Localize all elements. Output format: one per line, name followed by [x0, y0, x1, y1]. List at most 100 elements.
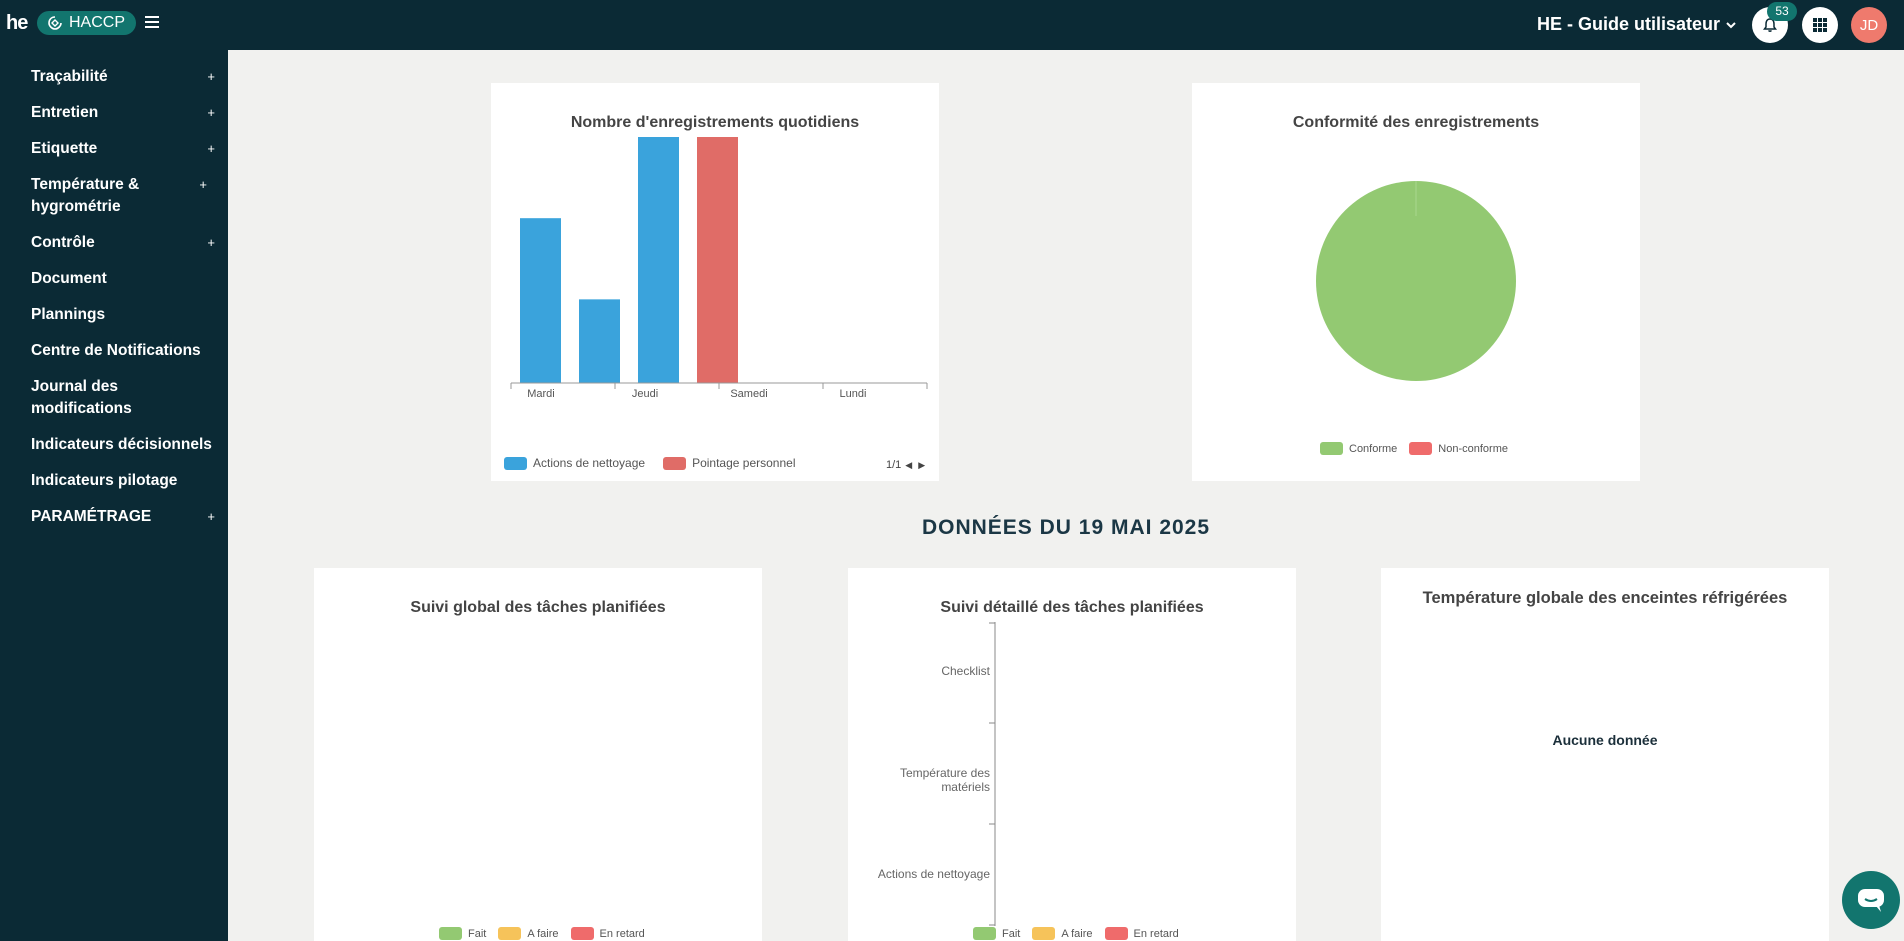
legend-swatch: [663, 456, 687, 470]
bar-2[interactable]: [638, 137, 679, 383]
legend-swatch: [439, 927, 462, 940]
card-title: Suivi détaillé des tâches planifiées: [940, 599, 1204, 616]
pager-prev-icon[interactable]: ◀: [905, 459, 913, 470]
global-tasks-legend: Fait A faire En retard: [439, 927, 657, 940]
chat-icon: [1858, 889, 1884, 912]
sidebar-item-indicateurs-pilotage[interactable]: Indicateurs pilotage: [31, 470, 226, 492]
card-title: Nombre d'enregistrements quotidiens: [570, 114, 860, 131]
expand-icon[interactable]: +: [207, 105, 215, 120]
bar-0[interactable]: [520, 218, 561, 383]
app-logo[interactable]: he: [6, 12, 28, 34]
category-label: Checklist: [941, 664, 990, 678]
sidebar-item-controle[interactable]: Contrôle +: [31, 232, 215, 254]
legend-label[interactable]: Non-conforme: [1438, 442, 1508, 455]
sidebar-item-label: Entretien: [31, 104, 99, 121]
expand-icon[interactable]: +: [207, 235, 215, 250]
sidebar-item-journal[interactable]: Journal des modifications: [31, 376, 181, 420]
daily-records-card: Nombre d'enregistrements quotidiens Mard…: [491, 83, 939, 481]
legend-swatch: [1409, 442, 1433, 455]
legend-swatch: [1320, 442, 1343, 455]
menu-toggle-icon[interactable]: [145, 16, 159, 28]
sidebar-item-label: Indicateurs pilotage: [31, 472, 178, 489]
sidebar-item-label: Journal des modifications: [31, 378, 132, 417]
chat-button[interactable]: [1842, 871, 1900, 929]
conformity-card: Conformité des enregistrements Conforme …: [1192, 83, 1640, 481]
account-name: HE - Guide utilisateur: [1537, 14, 1721, 34]
legend-swatch: [498, 927, 522, 940]
card-title: Conformité des enregistrements: [1292, 114, 1540, 131]
legend-label[interactable]: En retard: [599, 927, 645, 940]
category-label: Température des matériels: [899, 766, 990, 794]
conformity-pie-chart: [1316, 181, 1516, 381]
legend-swatch: [1032, 927, 1056, 940]
expand-icon[interactable]: +: [199, 177, 207, 192]
user-avatar[interactable]: JD: [1851, 7, 1887, 43]
sidebar-item-label: Etiquette: [31, 140, 98, 157]
legend-label[interactable]: Pointage personnel: [692, 456, 796, 470]
bar-3[interactable]: [697, 137, 738, 383]
product-badge[interactable]: HACCP: [37, 11, 136, 35]
account-selector[interactable]: HE - Guide utilisateur: [1537, 14, 1736, 35]
x-tick-label: Samedi: [730, 388, 767, 400]
legend-label[interactable]: A faire: [1061, 927, 1093, 940]
detailed-tasks-axis: [989, 622, 996, 926]
legend-label[interactable]: Fait: [1002, 927, 1021, 940]
pager-next-icon[interactable]: ▶: [918, 459, 926, 470]
section-heading: DONNÉES DU 19 MAI 2025: [921, 516, 1211, 539]
apps-button[interactable]: [1802, 7, 1838, 43]
daily-records-chart: Mardi Jeudi Samedi Lundi: [510, 137, 928, 400]
legend-swatch: [570, 927, 594, 940]
recycle-leaf-icon: [48, 16, 62, 30]
legend-label[interactable]: A faire: [527, 927, 559, 940]
expand-icon[interactable]: +: [207, 509, 215, 524]
expand-icon[interactable]: +: [207, 141, 215, 156]
pie-slice-conforme[interactable]: [1316, 181, 1516, 381]
x-tick-label: Mardi: [527, 388, 555, 400]
detailed-tasks-card: Suivi détaillé des tâches planifiées Che…: [848, 568, 1296, 941]
sidebar: Traçabilité + Entretien + Etiquette + Tempé…: [0, 50, 228, 941]
sidebar-item-temperature[interactable]: Température & hygrométrie +: [31, 174, 207, 218]
sidebar-item-label: Température & hygrométrie: [31, 176, 140, 215]
conformity-legend: Conforme Non-conforme: [1320, 442, 1520, 455]
product-name: HACCP: [69, 14, 126, 31]
sidebar-item-label: Traçabilité: [31, 68, 108, 85]
top-bar: he HACCP HE - Guide utilisateur 53: [0, 0, 1904, 50]
sidebar-item-plannings[interactable]: Plannings: [31, 304, 211, 326]
empty-state-text: Aucune donnée: [1552, 732, 1658, 748]
global-tasks-card: Suivi global des tâches planifiées Fait …: [314, 568, 762, 941]
x-tick-label: Jeudi: [632, 388, 658, 400]
notification-count-badge: 53: [1767, 2, 1797, 21]
sidebar-item-label: PARAMÉTRAGE: [31, 508, 152, 525]
sidebar-item-document[interactable]: Document: [31, 268, 211, 290]
daily-chart-legend: Actions de nettoyage Pointage personnel: [504, 456, 808, 470]
chart-pager: 1/1 ◀ ▶: [886, 459, 925, 471]
legend-label[interactable]: Fait: [468, 927, 487, 940]
sidebar-item-parametrage[interactable]: PARAMÉTRAGE +: [31, 506, 215, 528]
sidebar-item-tracabilite[interactable]: Traçabilité +: [31, 66, 215, 88]
sidebar-item-label: Document: [31, 270, 107, 287]
legend-label[interactable]: Conforme: [1349, 442, 1398, 455]
legend-swatch: [504, 456, 527, 470]
legend-label[interactable]: Actions de nettoyage: [533, 456, 646, 470]
expand-icon[interactable]: +: [207, 69, 215, 84]
sidebar-item-entretien[interactable]: Entretien +: [31, 102, 215, 124]
bar-1[interactable]: [579, 299, 620, 383]
sidebar-item-notifications[interactable]: Centre de Notifications: [31, 340, 226, 362]
temperature-card: Température globale des enceintes réfrig…: [1381, 568, 1829, 941]
sidebar-item-indicateurs-decisionnels[interactable]: Indicateurs décisionnels: [31, 434, 226, 456]
pager-text: 1/1: [886, 459, 902, 471]
chevron-down-icon: [1726, 21, 1736, 28]
detailed-tasks-legend: Fait A faire En retard: [973, 927, 1191, 940]
sidebar-item-label: Plannings: [31, 306, 106, 323]
legend-swatch: [973, 927, 996, 940]
sidebar-item-label: Indicateurs décisionnels: [31, 436, 212, 453]
legend-label[interactable]: En retard: [1133, 927, 1179, 940]
card-title: Suivi global des tâches planifiées: [410, 599, 666, 616]
sidebar-item-label: Centre de Notifications: [31, 342, 201, 359]
grid-icon: [1813, 18, 1827, 32]
sidebar-item-label: Contrôle: [31, 234, 95, 251]
category-label: Actions de nettoyage: [877, 867, 990, 881]
x-tick-label: Lundi: [840, 388, 867, 400]
card-title: Température globale des enceintes réfrig…: [1422, 589, 1788, 607]
sidebar-item-etiquette[interactable]: Etiquette +: [31, 138, 215, 160]
